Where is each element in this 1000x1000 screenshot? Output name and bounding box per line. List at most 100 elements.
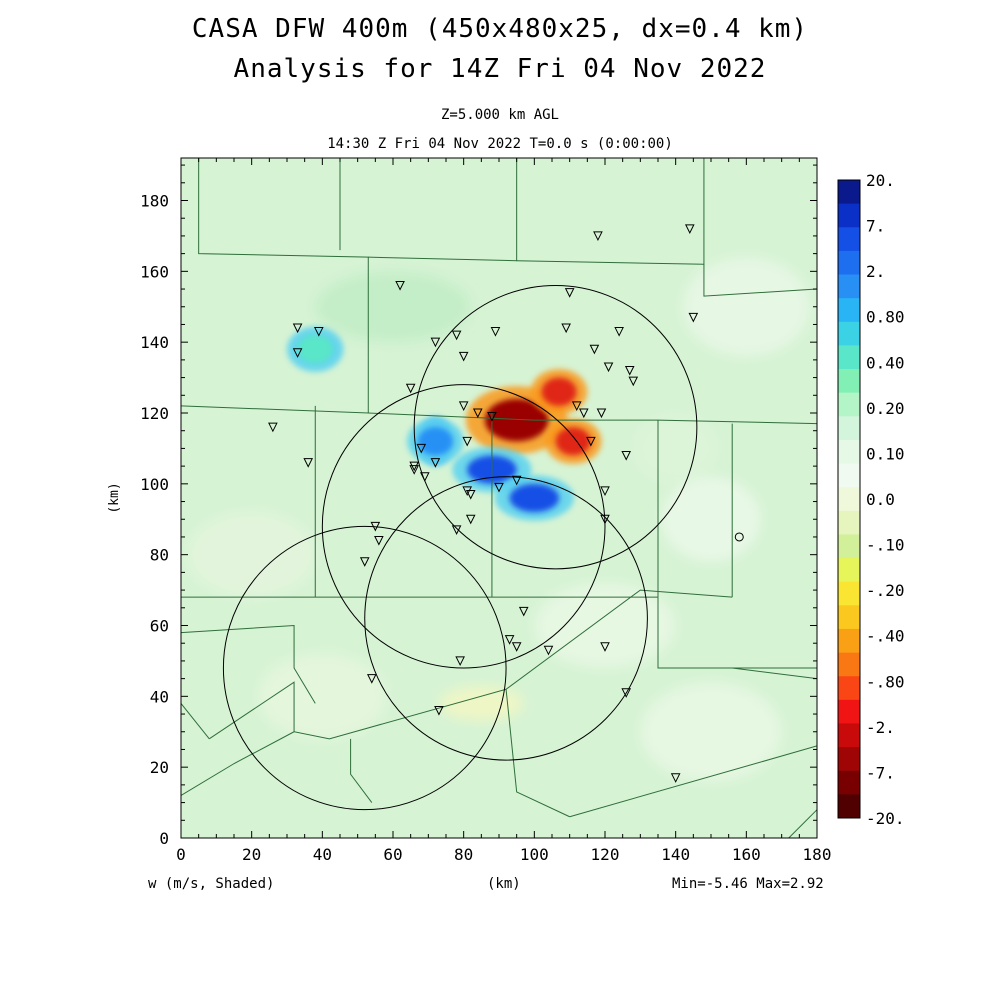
station-marker	[603, 362, 614, 373]
station-marker	[628, 376, 639, 387]
station-marker	[455, 656, 465, 667]
colorbar-segment	[838, 298, 860, 323]
colorbar-segment	[838, 747, 860, 772]
station-marker	[600, 642, 610, 652]
station-marker	[614, 327, 624, 337]
radar-range-ring	[413, 285, 698, 570]
station-marker	[359, 557, 370, 567]
colorbar-label: 7.	[866, 217, 885, 236]
station-marker	[561, 323, 571, 334]
field-shading	[315, 271, 471, 343]
field-shading	[534, 583, 676, 668]
station-marker	[621, 451, 632, 461]
station-marker	[600, 486, 610, 497]
colorbar-segment	[838, 439, 860, 465]
station-marker	[564, 288, 575, 298]
storm-feature	[555, 427, 591, 456]
x-tick-label: 120	[591, 845, 620, 864]
station-marker	[313, 327, 324, 337]
storm-feature	[297, 335, 333, 364]
colorbar-segment	[838, 250, 860, 276]
x-tick-label: 20	[242, 845, 261, 864]
station-marker	[490, 327, 501, 337]
county-boundary	[368, 412, 817, 425]
y-tick-label: 60	[150, 617, 169, 636]
field-shading	[633, 413, 719, 484]
station-marker	[395, 281, 405, 291]
colorbar-label: -.20	[866, 581, 905, 600]
colorbar-segment	[838, 605, 860, 630]
station-marker	[593, 231, 603, 242]
station-marker	[518, 606, 529, 617]
colorbar-label: 0.80	[866, 308, 905, 327]
radar-range-ring	[321, 384, 606, 669]
colorbar-segment	[838, 369, 860, 394]
y-tick-label: 0	[159, 829, 169, 848]
colorbar-label: -.40	[866, 627, 905, 646]
station-marker	[451, 330, 462, 341]
x-axis-unit: (km)	[487, 876, 521, 892]
colorbar-segment	[838, 227, 860, 252]
colorbar-label: -7.	[866, 763, 895, 782]
station-marker	[511, 475, 522, 486]
storm-feature	[509, 483, 560, 513]
colorbar-segment	[838, 392, 860, 417]
station-marker	[586, 436, 596, 447]
field-shading	[661, 476, 761, 562]
county-boundary	[788, 809, 817, 838]
colorbar-segment	[838, 203, 860, 228]
colorbar-segment	[838, 534, 860, 559]
site-marker	[734, 532, 744, 542]
station-marker	[494, 482, 504, 493]
station-marker	[487, 412, 497, 422]
radar-range-ring	[222, 525, 507, 811]
colorbar-segment	[838, 628, 860, 654]
colorbar-segment	[838, 676, 860, 701]
station-marker	[621, 688, 632, 698]
station-marker	[458, 351, 469, 362]
colorbar-segment	[838, 321, 860, 346]
colorbar-label: -2.	[866, 718, 895, 737]
station-marker	[465, 514, 476, 525]
station-marker	[504, 635, 515, 645]
chart-title-line2: Analysis for 14Z Fri 04 Nov 2022	[233, 54, 767, 84]
county-boundary	[181, 703, 210, 740]
station-marker	[472, 408, 483, 419]
station-marker	[292, 323, 303, 334]
station-marker	[670, 773, 681, 783]
y-tick-label: 160	[140, 262, 169, 281]
station-marker	[268, 422, 278, 433]
min-max-label: Min=-5.46 Max=2.92	[672, 876, 824, 892]
county-boundary	[569, 745, 817, 818]
valid-time-label: 14:30 Z Fri 04 Nov 2022 T=0.0 s (0:00:00…	[327, 136, 673, 152]
field-shading	[438, 685, 524, 722]
storm-feature	[541, 377, 577, 406]
colorbar-label: -20.	[866, 809, 905, 828]
station-marker	[571, 401, 582, 412]
storm-feature	[484, 398, 549, 442]
colorbar-label: 2.	[866, 262, 885, 281]
x-tick-label: 160	[732, 845, 761, 864]
y-tick-label: 80	[150, 546, 169, 565]
y-tick-label: 100	[140, 475, 169, 494]
colorbar-segment	[838, 652, 860, 677]
x-tick-label: 140	[661, 845, 690, 864]
colorbar-segment	[838, 794, 860, 819]
colorbar-segment	[838, 345, 860, 370]
station-marker	[624, 366, 635, 376]
county-boundary	[181, 624, 316, 704]
station-marker	[405, 383, 416, 394]
station-marker	[600, 514, 610, 525]
colorbar-label: -.10	[866, 536, 905, 555]
colorbar-segment	[838, 180, 860, 205]
station-marker	[684, 224, 695, 234]
field-shading	[682, 257, 810, 357]
station-marker	[578, 408, 589, 419]
station-marker	[465, 489, 476, 500]
station-marker	[303, 458, 314, 468]
county-boundary	[350, 738, 373, 803]
county-boundary	[181, 731, 295, 796]
station-marker	[434, 706, 444, 716]
station-marker	[688, 312, 699, 323]
